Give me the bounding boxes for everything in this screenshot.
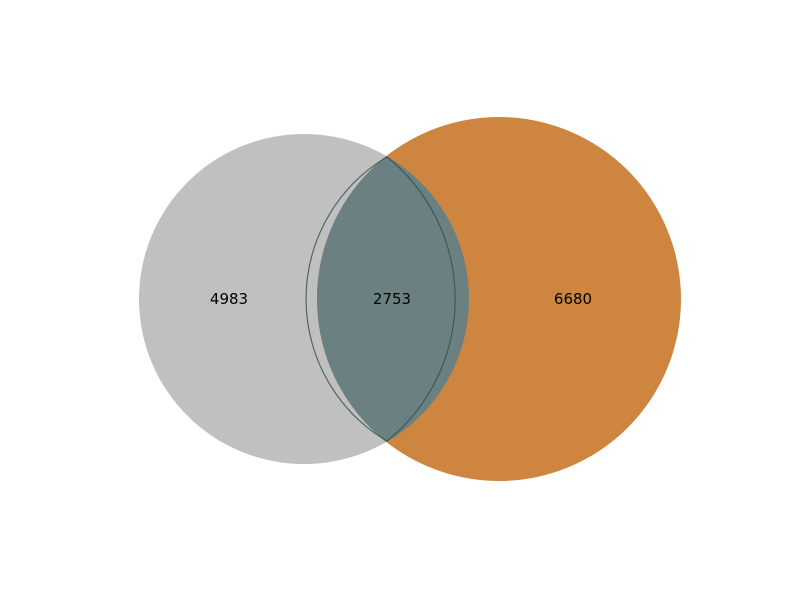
set-b-only-count: 6680 xyxy=(554,290,592,308)
set-a-only-count: 4983 xyxy=(210,290,248,308)
intersection-count: 2753 xyxy=(373,290,411,308)
intersection-outline xyxy=(305,156,456,442)
intersection-region xyxy=(317,134,469,464)
